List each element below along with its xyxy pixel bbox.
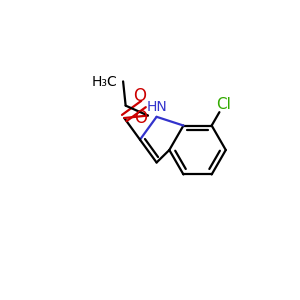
Text: O: O	[134, 109, 147, 127]
Text: O: O	[134, 87, 146, 105]
Text: H₃C: H₃C	[92, 75, 118, 89]
Text: Cl: Cl	[216, 98, 231, 112]
Text: HN: HN	[146, 100, 167, 114]
